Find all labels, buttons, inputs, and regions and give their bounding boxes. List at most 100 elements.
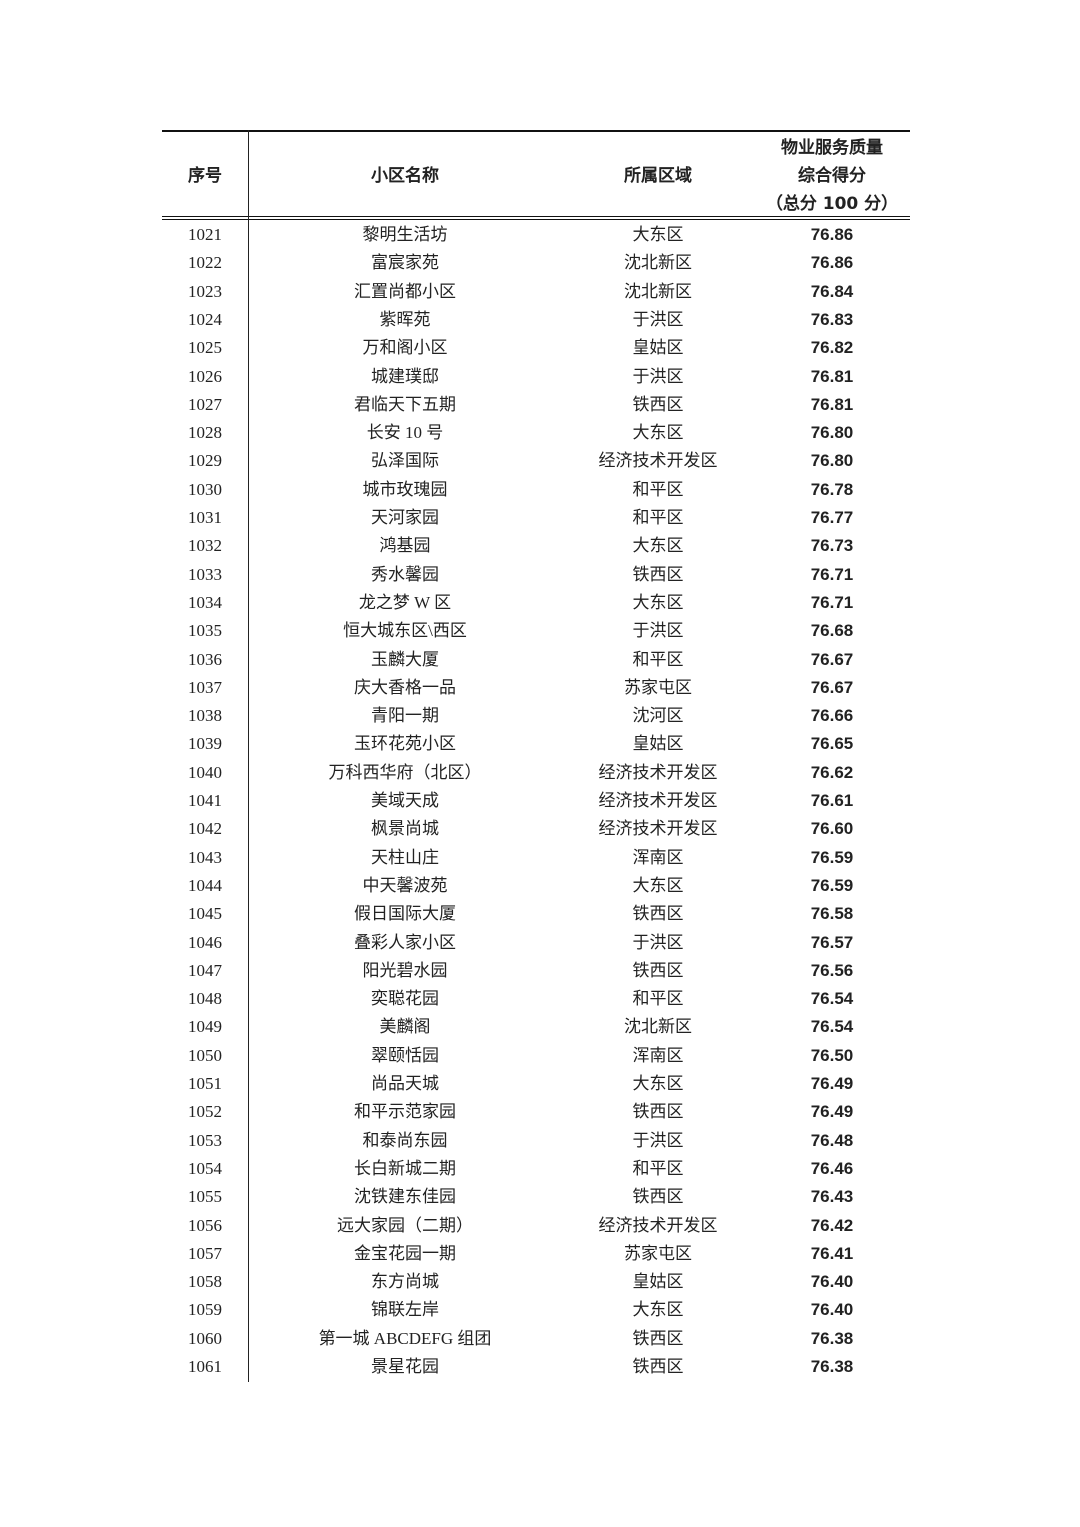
cell-district: 和平区 (632, 649, 684, 669)
cell-seq: 1060 (188, 1328, 222, 1348)
header-score-line3: （总分 100 分） (765, 194, 899, 214)
cell-score: 76.82 (810, 338, 854, 358)
cell-district: 皇姑区 (632, 1272, 684, 1292)
cell-score: 76.46 (810, 1158, 854, 1178)
cell-score: 76.77 (810, 508, 854, 527)
cell-name: 中天馨波苑 (362, 875, 448, 895)
cell-district: 铁西区 (632, 1357, 684, 1376)
cell-score: 76.61 (810, 791, 854, 810)
cell-name: 天柱山庄 (371, 847, 439, 867)
cell-score: 76.56 (810, 960, 854, 980)
cell-seq: 1029 (188, 451, 222, 471)
header-score-line1: 物业服务质量 (781, 138, 883, 158)
table-row: 1053 和泰尚东园 于洪区 76.48 (162, 1127, 910, 1155)
cell-seq: 1030 (188, 479, 222, 499)
cell-score: 76.43 (810, 1187, 854, 1207)
cell-name: 城市玫瑰园 (362, 479, 448, 499)
cell-name: 黎明生活坊 (362, 225, 448, 244)
cell-name: 天河家园 (371, 508, 439, 527)
cell-district: 于洪区 (632, 309, 684, 329)
header-rule (162, 216, 910, 217)
cell-score: 76.59 (810, 847, 854, 867)
cell-name: 翠颐恬园 (371, 1045, 439, 1065)
cell-score: 76.66 (810, 706, 854, 726)
table-row: 1048 奕聪花园 和平区 76.54 (162, 985, 910, 1013)
cell-seq: 1048 (188, 989, 222, 1009)
cell-seq: 1031 (188, 508, 222, 527)
table-row: 1046 叠彩人家小区 于洪区 76.57 (162, 929, 910, 957)
cell-name: 东方尚城 (371, 1272, 439, 1292)
table-row: 1025 万和阁小区 皇姑区 76.82 (162, 334, 910, 362)
cell-seq: 1040 (188, 762, 222, 782)
cell-seq: 1045 (188, 904, 222, 924)
cell-name: 尚品天城 (371, 1074, 439, 1093)
cell-district: 大东区 (632, 1300, 684, 1320)
cell-district: 于洪区 (632, 932, 684, 952)
cell-district: 苏家屯区 (624, 677, 692, 697)
cell-name: 恒大城东区\西区 (343, 621, 467, 641)
cell-name: 远大家园（二期） (337, 1215, 473, 1235)
cell-name: 假日国际大厦 (354, 904, 456, 924)
table-row: 1029 弘泽国际 经济技术开发区 76.80 (162, 447, 910, 475)
cell-seq: 1022 (188, 253, 222, 273)
cell-district: 铁西区 (632, 564, 684, 584)
cell-district: 皇姑区 (632, 734, 684, 754)
cell-seq: 1026 (188, 366, 222, 386)
cell-district: 大东区 (632, 423, 684, 443)
cell-district: 和平区 (632, 479, 684, 499)
cell-district: 于洪区 (632, 1130, 684, 1150)
cell-score: 76.86 (810, 225, 854, 244)
cell-seq: 1057 (188, 1243, 222, 1263)
cell-score: 76.54 (810, 989, 854, 1009)
table-row: 1052 和平示范家园 铁西区 76.49 (162, 1098, 910, 1126)
cell-seq: 1021 (188, 225, 222, 244)
table-row: 1035 恒大城东区\西区 于洪区 76.68 (162, 617, 910, 645)
cell-district: 浑南区 (632, 847, 684, 867)
cell-score: 76.78 (810, 479, 854, 499)
cell-district: 大东区 (632, 875, 684, 895)
column-divider (248, 130, 249, 1382)
cell-name: 秀水馨园 (371, 564, 439, 584)
table-row: 1027 君临天下五期 铁西区 76.81 (162, 391, 910, 419)
cell-district: 铁西区 (632, 904, 684, 924)
cell-name: 弘泽国际 (371, 451, 439, 471)
table-row: 1034 龙之梦 W 区 大东区 76.71 (162, 589, 910, 617)
cell-seq: 1051 (188, 1074, 222, 1093)
cell-district: 经济技术开发区 (598, 762, 718, 782)
cell-score: 76.73 (810, 536, 854, 556)
cell-seq: 1044 (188, 875, 222, 895)
table-row: 1021 黎明生活坊 大东区 76.86 (162, 221, 910, 249)
table-row: 1049 美麟阁 沈北新区 76.54 (162, 1013, 910, 1041)
table-row: 1028 长安 10 号 大东区 76.80 (162, 419, 910, 447)
table-row: 1022 富宸家苑 沈北新区 76.86 (162, 249, 910, 277)
cell-name: 玉环花苑小区 (354, 734, 456, 754)
cell-seq: 1058 (188, 1272, 222, 1292)
table-row: 1023 汇置尚都小区 沈北新区 76.84 (162, 278, 910, 306)
cell-district: 铁西区 (632, 394, 684, 414)
cell-seq: 1054 (188, 1158, 222, 1178)
cell-district: 铁西区 (632, 1328, 684, 1348)
cell-seq: 1056 (188, 1215, 222, 1235)
cell-name: 和平示范家园 (354, 1102, 456, 1122)
cell-score: 76.48 (810, 1130, 854, 1150)
cell-score: 76.67 (810, 677, 854, 697)
cell-seq: 1036 (188, 649, 222, 669)
cell-seq: 1037 (188, 677, 222, 697)
cell-district: 沈河区 (632, 706, 684, 726)
cell-seq: 1042 (188, 819, 222, 839)
cell-district: 和平区 (632, 989, 684, 1009)
cell-name: 城建璞邸 (371, 366, 439, 386)
cell-district: 于洪区 (632, 621, 684, 641)
cell-name: 万科西华府（北区） (328, 762, 482, 782)
cell-score: 76.81 (810, 366, 854, 386)
cell-district: 经济技术开发区 (598, 1215, 718, 1235)
table-row: 1058 东方尚城 皇姑区 76.40 (162, 1268, 910, 1296)
table-row: 1038 青阳一期 沈河区 76.66 (162, 702, 910, 730)
cell-name: 紫晖苑 (379, 309, 431, 329)
cell-district: 经济技术开发区 (598, 819, 718, 839)
cell-score: 76.41 (810, 1243, 854, 1263)
cell-seq: 1050 (188, 1045, 222, 1065)
cell-name: 和泰尚东园 (362, 1130, 448, 1150)
table-row: 1044 中天馨波苑 大东区 76.59 (162, 872, 910, 900)
cell-district: 经济技术开发区 (598, 451, 718, 471)
